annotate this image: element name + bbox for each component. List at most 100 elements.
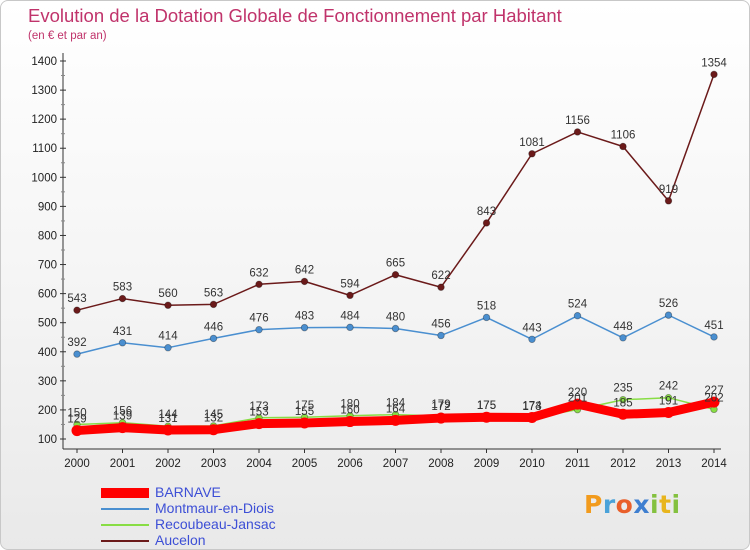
data-label: 150 bbox=[67, 407, 86, 419]
data-label: 456 bbox=[431, 318, 450, 330]
legend-swatch-montmaur bbox=[101, 508, 149, 510]
data-point bbox=[299, 417, 310, 429]
data-label: 235 bbox=[613, 383, 632, 395]
data-point bbox=[573, 128, 582, 136]
data-label: 1156 bbox=[565, 115, 590, 127]
data-label: 132 bbox=[204, 413, 223, 425]
data-point bbox=[255, 280, 263, 289]
data-point bbox=[391, 271, 400, 279]
data-label: 202 bbox=[704, 392, 723, 404]
data-label: 483 bbox=[295, 311, 314, 323]
data-label: 173 bbox=[522, 401, 541, 413]
data-label: 642 bbox=[295, 264, 314, 276]
x-tick-label: 2012 bbox=[610, 458, 636, 470]
data-point bbox=[162, 424, 174, 436]
data-label: 543 bbox=[67, 293, 86, 305]
data-point bbox=[300, 277, 309, 286]
logo-letter: t bbox=[659, 490, 672, 519]
chart-subtitle: (en € et par an) bbox=[28, 30, 107, 42]
data-point bbox=[208, 424, 219, 436]
data-label: 1106 bbox=[611, 129, 636, 141]
data-label: 622 bbox=[431, 270, 450, 282]
data-point bbox=[482, 313, 491, 322]
data-label: 414 bbox=[158, 331, 178, 343]
data-label: 443 bbox=[522, 322, 541, 334]
x-tick-label: 2011 bbox=[565, 458, 590, 470]
data-point bbox=[710, 333, 718, 341]
y-tick-label: 700 bbox=[38, 260, 57, 272]
x-tick-label: 2010 bbox=[519, 458, 545, 470]
data-point bbox=[435, 412, 447, 424]
data-point bbox=[619, 334, 627, 342]
y-tick-label: 400 bbox=[38, 347, 57, 359]
data-label: 524 bbox=[568, 299, 588, 311]
data-point bbox=[619, 396, 627, 404]
legend-label-montmaur: Montmaur-en-Diois bbox=[155, 500, 275, 516]
x-tick-label: 2005 bbox=[292, 458, 318, 470]
data-label: 155 bbox=[295, 406, 314, 418]
logo-letter: x bbox=[633, 490, 650, 519]
data-label: 175 bbox=[295, 400, 314, 412]
logo-letter: P bbox=[584, 490, 603, 519]
legend-label-barnave: BARNAVE bbox=[155, 484, 221, 500]
data-label: 563 bbox=[204, 287, 223, 299]
y-tick-label: 1300 bbox=[31, 85, 57, 97]
data-label: 448 bbox=[613, 321, 632, 333]
logo-letter: o bbox=[615, 490, 634, 519]
data-point bbox=[664, 394, 673, 402]
x-tick-label: 2013 bbox=[656, 458, 682, 470]
data-point bbox=[528, 335, 536, 343]
y-tick-label: 1000 bbox=[31, 172, 57, 184]
chart-title: Evolution de la Dotation Globale de Fonc… bbox=[28, 5, 562, 26]
data-label: 1081 bbox=[519, 137, 545, 149]
data-label: 153 bbox=[249, 407, 268, 419]
data-label: 518 bbox=[477, 300, 496, 312]
data-label: 632 bbox=[249, 267, 268, 279]
data-point bbox=[71, 425, 83, 437]
legend-swatch-barnave bbox=[101, 488, 149, 498]
legend-swatch-aucelon bbox=[101, 540, 149, 542]
proxiti-logo: Proxiti bbox=[584, 490, 681, 519]
y-tick-label: 600 bbox=[38, 289, 57, 301]
data-point bbox=[300, 323, 309, 332]
data-point bbox=[209, 334, 218, 343]
y-tick-label: 300 bbox=[38, 376, 57, 388]
data-point bbox=[117, 422, 128, 434]
data-point bbox=[619, 142, 627, 151]
x-tick-label: 2000 bbox=[64, 458, 90, 470]
data-label: 191 bbox=[659, 396, 678, 408]
data-label: 172 bbox=[431, 401, 450, 413]
data-label: 131 bbox=[158, 413, 177, 425]
data-label: 484 bbox=[340, 310, 360, 322]
data-point bbox=[573, 312, 582, 320]
legend-label-aucelon: Aucelon bbox=[155, 532, 206, 548]
y-tick-label: 900 bbox=[38, 201, 57, 213]
legend-item-aucelon: Aucelon bbox=[101, 532, 341, 549]
data-point bbox=[481, 411, 492, 423]
data-label: 665 bbox=[386, 258, 405, 270]
data-label: 843 bbox=[477, 206, 496, 218]
y-tick-label: 1200 bbox=[31, 114, 57, 126]
y-tick-label: 500 bbox=[38, 318, 57, 330]
legend-item-barnave: BARNAVE bbox=[101, 484, 341, 501]
data-point bbox=[118, 294, 127, 303]
y-tick-label: 1400 bbox=[31, 56, 57, 68]
x-tick-label: 2001 bbox=[110, 458, 136, 470]
data-label: 526 bbox=[659, 298, 678, 310]
data-label: 594 bbox=[340, 278, 360, 290]
x-tick-label: 2014 bbox=[701, 458, 727, 470]
data-point bbox=[253, 418, 265, 430]
data-point bbox=[164, 301, 172, 309]
x-tick-label: 2003 bbox=[201, 458, 227, 470]
y-tick-label: 200 bbox=[38, 405, 57, 417]
data-label: 431 bbox=[113, 326, 132, 338]
data-point bbox=[528, 150, 536, 158]
data-label: 480 bbox=[386, 312, 405, 324]
data-label: 392 bbox=[67, 337, 86, 349]
data-label: 919 bbox=[659, 184, 678, 196]
data-point bbox=[663, 407, 674, 419]
data-label: 180 bbox=[340, 399, 359, 411]
data-label: 174 bbox=[522, 400, 542, 412]
